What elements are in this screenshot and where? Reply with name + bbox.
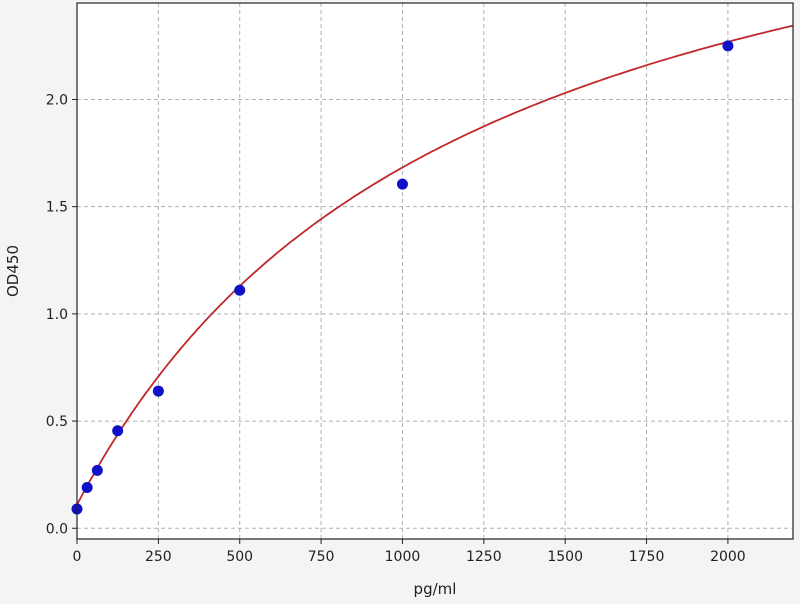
x-tick-label: 500 xyxy=(226,549,253,565)
y-tick-label: 0.0 xyxy=(46,521,68,537)
x-tick-label: 2000 xyxy=(710,549,746,565)
x-tick-label: 750 xyxy=(308,549,335,565)
data-point xyxy=(234,284,246,296)
y-tick-label: 2.0 xyxy=(46,92,68,108)
x-axis-label: pg/ml xyxy=(414,580,457,598)
y-tick-label: 1.0 xyxy=(46,307,68,323)
plot-frame xyxy=(76,2,794,540)
y-tick-label: 0.5 xyxy=(46,414,68,430)
fit-curve xyxy=(76,24,794,506)
y-axis-label: OD450 xyxy=(4,245,22,297)
data-point xyxy=(112,425,124,437)
x-axis: 0 250 500 750 1000 1250 1500 1750 2000 xyxy=(73,539,746,565)
data-point xyxy=(81,482,93,494)
x-tick-label: 1500 xyxy=(547,549,583,565)
x-tick-label: 1000 xyxy=(385,549,421,565)
y-tick-label: 1.5 xyxy=(46,200,68,216)
plot-area xyxy=(77,3,793,539)
data-point xyxy=(152,385,164,397)
data-point xyxy=(722,40,734,52)
grid xyxy=(76,3,793,539)
x-tick-label: 1250 xyxy=(466,549,502,565)
data-point xyxy=(396,178,408,190)
y-axis: 0.0 0.5 1.0 1.5 2.0 xyxy=(46,92,77,537)
data-point xyxy=(91,464,103,476)
x-tick-label: 250 xyxy=(145,549,172,565)
x-tick-label: 1750 xyxy=(629,549,665,565)
x-tick-label: 0 xyxy=(73,549,82,565)
